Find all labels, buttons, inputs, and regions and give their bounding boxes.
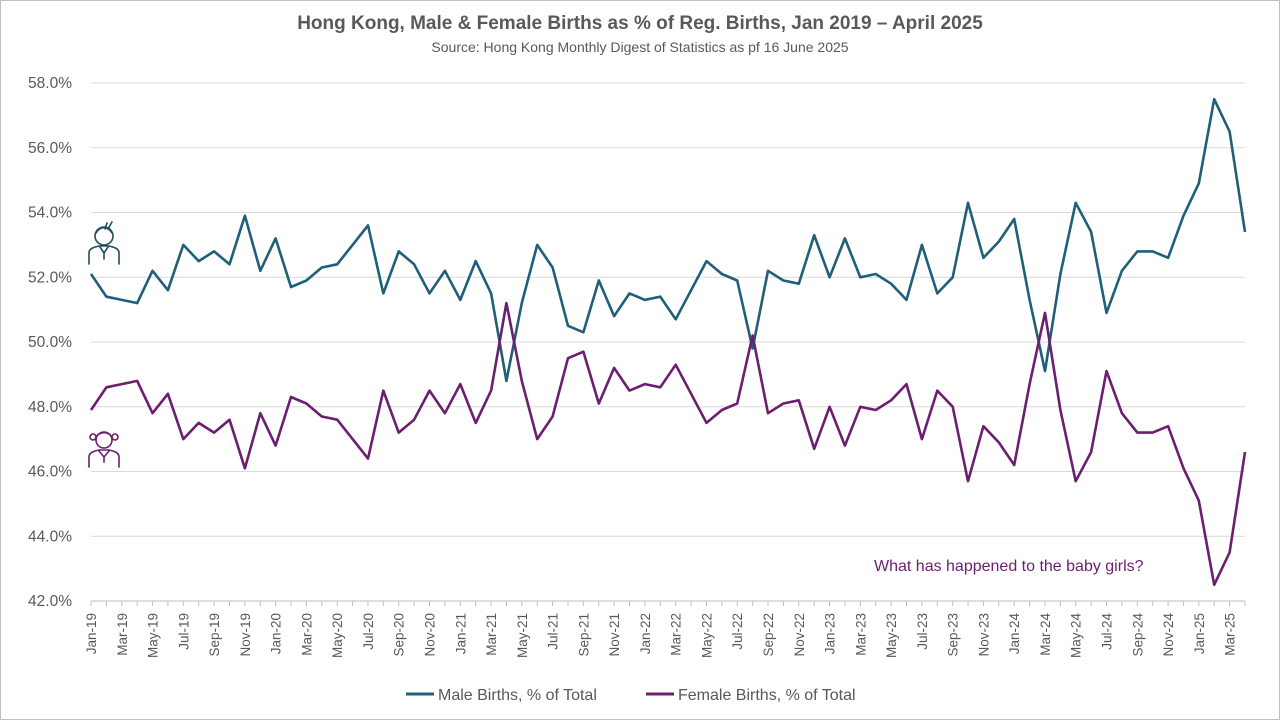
x-axis-ticks: Jan-19 Mar-19 May-19 Jul-19 Sep-19 Nov-19 Jan-… xyxy=(84,613,1238,659)
y-tick-label: 50.0% xyxy=(28,334,72,351)
x-tick-label: Sep-22 xyxy=(761,613,776,657)
y-axis-ticks: 42.0% 44.0% 46.0% 48.0% 50.0% 52.0% 54.0% 56.0%… xyxy=(28,75,72,610)
x-tick-label: May-22 xyxy=(699,613,714,658)
legend: Male Births, % of Total Female Births, %… xyxy=(406,687,856,704)
y-tick-label: 56.0% xyxy=(28,140,72,157)
x-tick-label: Jul-23 xyxy=(915,613,930,650)
x-tick-label: Jan-19 xyxy=(84,613,99,654)
x-tick-label: Mar-21 xyxy=(484,613,499,656)
x-tick-label: Mar-20 xyxy=(299,613,314,656)
x-tick-label: Jan-23 xyxy=(823,613,838,654)
x-tick-label: May-23 xyxy=(884,613,899,658)
gridlines xyxy=(91,82,1245,537)
series-line-female xyxy=(89,301,1247,587)
boy-icon xyxy=(88,221,120,265)
x-tick-label: May-20 xyxy=(330,613,345,658)
annotation-text: What has happened to the baby girls? xyxy=(874,558,1144,575)
x-tick-label: Nov-22 xyxy=(792,613,807,657)
x-tick-label: Sep-21 xyxy=(576,613,591,657)
x-tick-label: Jan-25 xyxy=(1192,613,1207,654)
y-tick-label: 52.0% xyxy=(28,269,72,286)
x-tick-label: Jan-20 xyxy=(269,613,284,654)
x-tick-label: May-19 xyxy=(146,613,161,658)
y-tick-label: 48.0% xyxy=(28,399,72,416)
x-tick-label: Jan-21 xyxy=(453,613,468,654)
legend-label-male: Male Births, % of Total xyxy=(438,687,597,704)
x-tick-label: Sep-24 xyxy=(1130,613,1145,657)
x-tick-label: Mar-23 xyxy=(853,613,868,656)
x-tick-label: Jul-20 xyxy=(361,613,376,650)
x-tick-label: Nov-23 xyxy=(976,613,991,657)
x-tick-label: Sep-23 xyxy=(946,613,961,657)
series-lines xyxy=(89,97,1247,587)
y-tick-label: 46.0% xyxy=(28,464,72,481)
x-tick-label: Nov-24 xyxy=(1161,613,1176,657)
x-tick-label: Nov-19 xyxy=(238,613,253,657)
x-tick-label: Jan-22 xyxy=(638,613,653,654)
x-tick-label: May-24 xyxy=(1069,613,1084,659)
legend-label-female: Female Births, % of Total xyxy=(678,687,856,704)
x-tick-label: Nov-21 xyxy=(607,613,622,657)
chart-subtitle: Source: Hong Kong Monthly Digest of Stat… xyxy=(431,39,849,55)
y-tick-label: 44.0% xyxy=(28,528,72,545)
x-tick-label: Sep-19 xyxy=(207,613,222,657)
x-tick-label: Mar-22 xyxy=(669,613,684,656)
x-tick-label: Jul-19 xyxy=(176,613,191,650)
girl-icon xyxy=(88,431,120,468)
x-tick-label: May-21 xyxy=(515,613,530,658)
y-tick-label: 58.0% xyxy=(28,75,72,92)
x-axis xyxy=(90,600,1246,606)
x-tick-label: Mar-24 xyxy=(1038,613,1053,656)
x-tick-label: Jan-24 xyxy=(1007,613,1022,655)
x-tick-label: Mar-19 xyxy=(115,613,130,656)
y-tick-label: 42.0% xyxy=(28,593,72,610)
x-tick-label: Nov-20 xyxy=(423,613,438,657)
series-line-male xyxy=(89,97,1247,383)
x-tick-label: Sep-20 xyxy=(392,613,407,657)
x-tick-label: Mar-25 xyxy=(1223,613,1238,656)
x-tick-label: Jul-21 xyxy=(546,613,561,650)
x-tick-label: Jul-22 xyxy=(730,613,745,650)
chart-title: Hong Kong, Male & Female Births as % of … xyxy=(297,13,983,34)
x-tick-label: Jul-24 xyxy=(1100,613,1115,650)
y-tick-label: 54.0% xyxy=(28,205,72,222)
